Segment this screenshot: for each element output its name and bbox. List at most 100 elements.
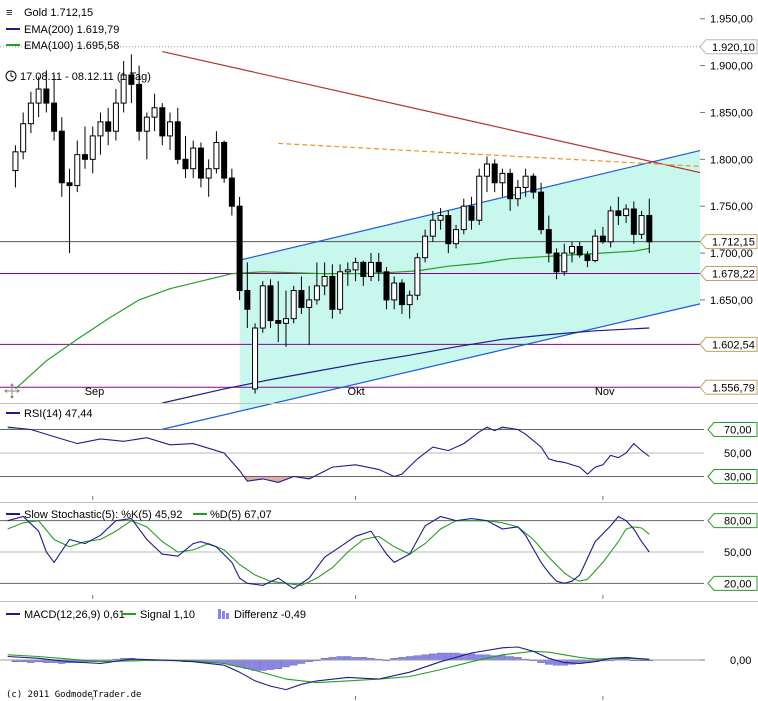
price-tick-label: 1.950,00	[710, 14, 753, 26]
macd-histogram-bar	[289, 659, 298, 666]
diff-legend-swatch-3	[226, 613, 229, 619]
stoch-k-name: %K(5)	[121, 509, 152, 521]
candle-up	[213, 141, 220, 170]
rsi-panel: 70,00 50,00 30,00 RSI(14) 47,44	[0, 408, 758, 484]
rsi-level-label: 50,00	[724, 448, 752, 460]
stoch-level-label: 80,00	[724, 516, 752, 528]
candle-up	[561, 252, 568, 273]
stoch-level-label: 50,00	[724, 547, 752, 559]
price-legend: ≡ Gold 1.712,15 EMA(200) 1.619,79 EMA(10…	[5, 7, 151, 83]
candle-up	[190, 147, 197, 170]
month-label: Nov	[595, 386, 615, 398]
candle-up	[151, 107, 158, 118]
macd-histogram-bar	[266, 659, 275, 670]
legend-gold-value: 1.712,15	[50, 7, 93, 19]
macd-histogram-bar	[413, 655, 422, 661]
candle-up	[167, 121, 174, 137]
level-label: 1.678,22	[712, 268, 755, 280]
candle-down	[615, 210, 622, 217]
candle-down	[553, 252, 560, 273]
candle-up	[368, 261, 375, 277]
macd-histogram-bar	[297, 659, 306, 664]
rsi-legend-text: RSI(14) 47,44	[24, 408, 93, 420]
candle-up	[112, 102, 119, 132]
stoch-d-name: %D(5)	[210, 509, 241, 521]
macd-axis: 0,00	[700, 655, 751, 667]
rsi-legend-name: RSI(14)	[24, 408, 62, 420]
price-tick-label: 1.900,00	[710, 61, 753, 73]
level-label: 1.556,79	[712, 382, 755, 394]
candle-down	[468, 205, 475, 221]
stoch-levels: 80,00 50,00 20,00	[0, 513, 758, 591]
stoch-d-legend: %D(5) 67,07	[210, 509, 272, 521]
candle-down	[82, 154, 88, 160]
macd-signal-line	[7, 650, 650, 684]
candle-up	[252, 327, 259, 390]
stoch-k-line	[7, 515, 650, 590]
stoch-d-value: 67,07	[244, 509, 272, 521]
candle-up	[344, 269, 351, 273]
stoch-legend: Slow Stochastic(5): %K(5) 45,92 %D(5) 67…	[6, 509, 272, 521]
candle-up	[460, 205, 467, 231]
legend-gold: Gold 1.712,15	[24, 7, 93, 19]
diff-legend-name: Differenz	[234, 609, 278, 621]
rsi-line	[7, 426, 650, 483]
diff-legend-text: Differenz -0,49	[234, 609, 306, 621]
candle-up	[282, 318, 289, 324]
candle-up	[514, 186, 521, 200]
signal-legend-text: Signal 1,10	[140, 609, 195, 621]
candle-down	[576, 245, 583, 256]
candle-up	[337, 271, 344, 310]
stoch-level-tag	[707, 575, 758, 591]
macd-histogram-bar	[421, 654, 429, 661]
candle-down	[159, 107, 166, 137]
candle-down	[646, 215, 653, 243]
price-panel: 1.920,10 1.712,15 1.678,22 1.602,54 1.556,79…	[0, 7, 758, 430]
macd-histogram-bar	[405, 656, 414, 661]
macd-histogram-bar	[344, 656, 352, 661]
rsi-level-tag	[707, 469, 758, 484]
candle-up	[638, 215, 645, 235]
candle-up	[290, 290, 297, 320]
signal-legend-name: Signal	[140, 609, 171, 621]
candle-up	[12, 151, 19, 172]
period-text: 17.08.11 - 08.12.11 (1 Tag)	[20, 71, 151, 83]
candle-up	[476, 175, 483, 221]
candle-down	[236, 205, 243, 292]
candle-down	[329, 275, 336, 310]
candle-down	[221, 141, 228, 179]
legend-ema200-value: 1.619,79	[77, 24, 120, 36]
legend-ema200: EMA(200) 1.619,79	[24, 24, 119, 36]
stoch-k-legend: Slow Stochastic(5): %K(5) 45,92	[24, 509, 182, 521]
rsi-legend-value: 47,44	[65, 408, 93, 420]
candle-up	[35, 88, 42, 104]
candle-down	[491, 163, 498, 184]
macd-histogram-bar	[251, 659, 259, 671]
candle-up	[391, 282, 398, 301]
candle-up	[97, 121, 104, 137]
price-tick-label: 1.800,00	[710, 154, 753, 166]
macd-histogram-bar	[506, 656, 514, 661]
month-label: Sep	[85, 386, 105, 398]
candle-up	[120, 74, 127, 104]
level-tag	[699, 234, 758, 250]
level-tag	[699, 336, 758, 352]
macd-histogram-bar	[243, 659, 252, 669]
candle-down	[228, 177, 235, 207]
candle-down	[538, 191, 545, 231]
candle-down	[545, 229, 552, 254]
legend-gold-name: Gold	[24, 7, 47, 19]
price-tick-label: 1.850,00	[710, 107, 753, 119]
signal-legend-value: 1,10	[174, 609, 195, 621]
price-tick-label: 1.700,00	[710, 248, 753, 260]
move-icon[interactable]	[4, 383, 20, 399]
candle-down	[244, 290, 251, 310]
stoch-name: Slow Stochastic(5)	[24, 509, 115, 521]
rsi-level-label: 70,00	[724, 425, 752, 437]
month-label: Okt	[348, 386, 365, 398]
downtrend-line	[162, 50, 701, 174]
macd-legend-text: MACD(12,26,9) 0,61	[24, 609, 125, 621]
candle-up	[74, 154, 81, 187]
level-label: 1.920,10	[712, 42, 755, 54]
macd-histogram-bar	[259, 659, 267, 671]
